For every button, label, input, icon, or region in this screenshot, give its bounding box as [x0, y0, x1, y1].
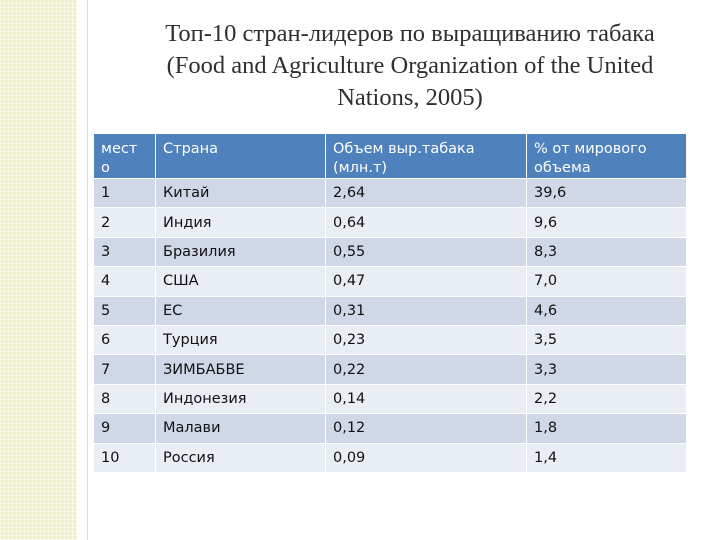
tobacco-producers-table: мест о Страна Объем выр.табака (млн.т) % … — [93, 133, 687, 473]
table-row: 5 ЕС 0,31 4,6 — [93, 295, 687, 326]
table-row: 1 Китай 2,64 39,6 — [93, 177, 687, 209]
table-row: 7 ЗИМБАБВЕ 0,22 3,3 — [93, 354, 687, 385]
cell-share: 3,5 — [526, 324, 687, 356]
cell-country: Малави — [155, 413, 326, 444]
cell-volume: 0,31 — [325, 295, 527, 326]
cell-share: 8,3 — [526, 236, 687, 268]
cell-country: Индонезия — [155, 383, 326, 415]
cell-share: 1,8 — [526, 413, 687, 444]
cell-place: 2 — [93, 207, 156, 238]
cell-country: Бразилия — [155, 236, 326, 268]
cell-volume: 0,64 — [325, 207, 527, 238]
cell-share: 7,0 — [526, 266, 687, 297]
header-place-line-2: о — [101, 160, 110, 176]
cell-place: 6 — [93, 324, 156, 356]
table-row: 3 Бразилия 0,55 8,3 — [93, 236, 687, 268]
table-header-row: мест о Страна Объем выр.табака (млн.т) % … — [93, 133, 687, 179]
cell-place: 3 — [93, 236, 156, 268]
cell-share: 4,6 — [526, 295, 687, 326]
table-row: 8 Индонезия 0,14 2,2 — [93, 383, 687, 415]
header-place: мест о — [93, 133, 156, 179]
title-line-2: (Food and Agriculture Organization of th… — [166, 52, 654, 79]
cell-place: 9 — [93, 413, 156, 444]
cell-share: 39,6 — [526, 177, 687, 209]
decorative-side-strip — [0, 0, 77, 540]
slide-title: Топ-10 стран-лидеров по выращиванию таба… — [110, 18, 710, 114]
title-line-3: Nations, 2005) — [337, 84, 483, 111]
cell-place: 4 — [93, 266, 156, 297]
table-row: 6 Турция 0,23 3,5 — [93, 324, 687, 356]
cell-country: Турция — [155, 324, 326, 356]
cell-country: Индия — [155, 207, 326, 238]
header-country: Страна — [155, 133, 326, 179]
decorative-side-line — [87, 0, 88, 540]
cell-place: 10 — [93, 442, 156, 473]
cell-volume: 0,14 — [325, 383, 527, 415]
cell-volume: 0,22 — [325, 354, 527, 385]
table-row: 4 США 0,47 7,0 — [93, 266, 687, 297]
cell-place: 8 — [93, 383, 156, 415]
table-row: 2 Индия 0,64 9,6 — [93, 207, 687, 238]
cell-volume: 0,23 — [325, 324, 527, 356]
cell-share: 3,3 — [526, 354, 687, 385]
cell-volume: 0,47 — [325, 266, 527, 297]
cell-country: Россия — [155, 442, 326, 473]
cell-volume: 2,64 — [325, 177, 527, 209]
cell-volume: 0,55 — [325, 236, 527, 268]
cell-share: 1,4 — [526, 442, 687, 473]
header-volume: Объем выр.табака (млн.т) — [325, 133, 527, 179]
cell-share: 9,6 — [526, 207, 687, 238]
cell-country: Китай — [155, 177, 326, 209]
cell-country: ЗИМБАБВЕ — [155, 354, 326, 385]
cell-place: 7 — [93, 354, 156, 385]
cell-volume: 0,12 — [325, 413, 527, 444]
cell-place: 1 — [93, 177, 156, 209]
cell-volume: 0,09 — [325, 442, 527, 473]
cell-country: США — [155, 266, 326, 297]
table-row: 9 Малави 0,12 1,8 — [93, 413, 687, 444]
cell-country: ЕС — [155, 295, 326, 326]
cell-share: 2,2 — [526, 383, 687, 415]
header-place-line-1: мест — [101, 141, 138, 157]
cell-place: 5 — [93, 295, 156, 326]
header-share: % от мирового объема — [526, 133, 687, 179]
title-line-1: Топ-10 стран-лидеров по выращиванию таба… — [165, 20, 655, 47]
table-row: 10 Россия 0,09 1,4 — [93, 442, 687, 473]
